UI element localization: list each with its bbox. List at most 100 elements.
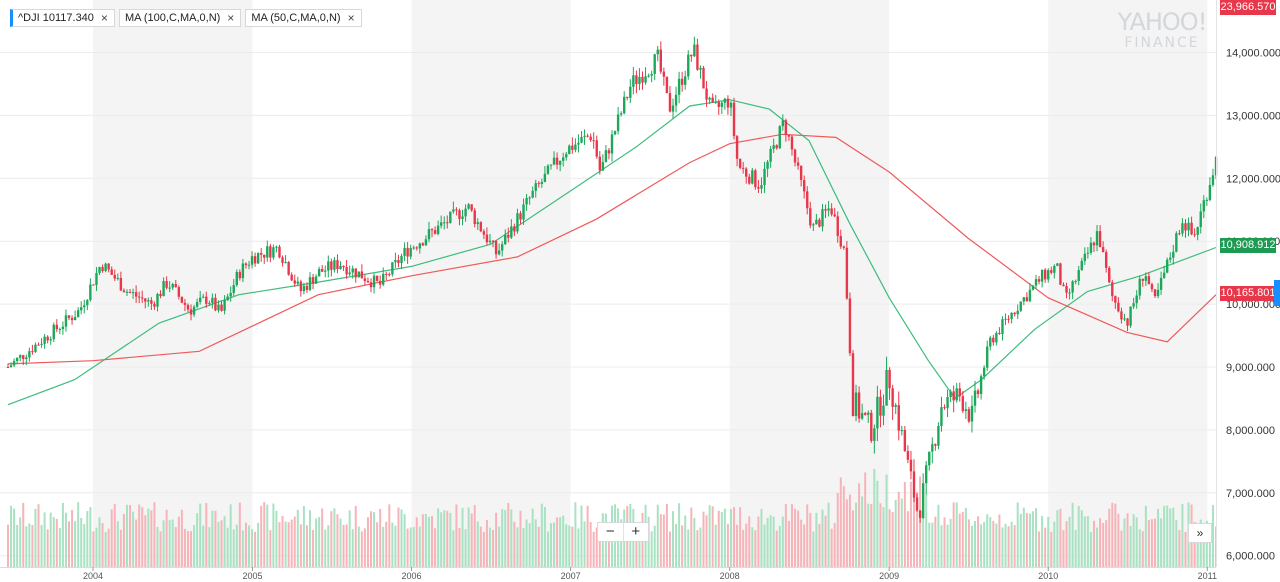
volume-bar	[296, 509, 299, 567]
candle-body	[391, 262, 394, 275]
volume-bar	[583, 521, 586, 567]
candle-body	[150, 300, 153, 304]
candle-body	[1156, 289, 1160, 297]
volume-bar	[46, 529, 49, 567]
y-tick-label: 8,000.000	[1226, 425, 1275, 437]
volume-bar	[769, 515, 772, 567]
volume-bar	[702, 511, 705, 567]
volume-bar	[302, 506, 305, 567]
volume-bar	[995, 523, 998, 567]
candle-body	[629, 86, 632, 98]
volume-bar	[40, 524, 43, 567]
volume-bar	[177, 516, 180, 567]
candle-body	[345, 267, 348, 275]
candle-body	[912, 471, 916, 498]
zoom-in-button[interactable]: +	[622, 523, 649, 541]
volume-bar	[1141, 531, 1144, 567]
volume-bar	[403, 514, 406, 567]
volume-bar	[1126, 513, 1129, 567]
candle-body	[388, 274, 391, 276]
candle-body	[931, 444, 934, 452]
volume-bar	[156, 526, 159, 567]
candle-body	[1025, 297, 1029, 302]
candle-body	[659, 49, 663, 72]
close-icon[interactable]: ×	[227, 11, 235, 25]
volume-bar	[1086, 516, 1089, 567]
candle-body	[1059, 263, 1062, 285]
volume-bar	[745, 523, 748, 567]
volume-bar	[1120, 530, 1123, 567]
candle-body	[409, 247, 412, 257]
candle-body	[308, 277, 312, 290]
candle-body	[638, 76, 641, 85]
candle-body	[37, 344, 40, 346]
volume-bar	[74, 521, 77, 567]
volume-bar	[952, 502, 955, 567]
candle-body	[860, 413, 864, 419]
volume-bar	[49, 512, 52, 567]
volume-bar	[790, 504, 793, 567]
volume-bar	[299, 524, 302, 567]
volume-bar	[974, 521, 977, 567]
candle-body	[488, 240, 492, 243]
volume-bar	[464, 529, 467, 567]
candle-body	[989, 337, 992, 347]
volume-bar	[455, 504, 458, 567]
volume-bar	[226, 527, 229, 567]
close-icon[interactable]: ×	[347, 11, 355, 25]
candle-body	[796, 162, 800, 166]
volume-bar	[431, 516, 434, 567]
volume-bar	[1132, 514, 1135, 567]
volume-bar	[1184, 531, 1187, 567]
symbol-chip[interactable]: ^DJI 10117.340 ×	[10, 9, 115, 27]
candle-body	[171, 284, 174, 288]
candle-body	[647, 75, 650, 77]
candle-body	[790, 136, 794, 150]
ma50-chip[interactable]: MA (50,C,MA,0,N) ×	[245, 9, 362, 27]
volume-bar	[10, 505, 13, 567]
candle-body	[217, 304, 220, 311]
volume-bar	[388, 504, 391, 567]
candle-body	[73, 317, 77, 321]
candle-body	[406, 247, 409, 257]
candle-body	[684, 76, 687, 85]
candle-body	[485, 234, 489, 243]
candle-body	[339, 265, 342, 270]
candle-body	[452, 209, 455, 212]
candle-body	[162, 281, 165, 297]
candle-body	[934, 444, 937, 446]
volume-bar	[208, 527, 211, 567]
volume-bar	[110, 509, 113, 567]
volume-bar	[354, 505, 357, 567]
ma100-chip[interactable]: MA (100,C,MA,0,N) ×	[118, 9, 242, 27]
candle-body	[202, 296, 205, 298]
candle-body	[482, 231, 486, 235]
candle-body	[342, 265, 345, 268]
candle-body	[888, 369, 891, 389]
volume-bar	[86, 511, 89, 567]
volume-bar	[867, 503, 870, 567]
close-icon[interactable]: ×	[100, 11, 108, 25]
zoom-out-button[interactable]: −	[605, 523, 615, 540]
candle-body	[1077, 270, 1080, 281]
volume-bar	[125, 504, 128, 567]
candle-body	[1205, 199, 1209, 201]
candle-body	[763, 168, 766, 186]
panel-edge-tab[interactable]	[1274, 280, 1280, 306]
candle-body	[275, 246, 278, 248]
candle-body	[131, 292, 135, 294]
volume-bar	[485, 519, 488, 567]
volume-bar	[238, 502, 241, 567]
candle-body	[760, 185, 763, 189]
candle-body	[561, 157, 565, 161]
volume-bar	[324, 529, 327, 567]
volume-bar	[678, 503, 681, 567]
candle-body	[458, 210, 461, 219]
candle-body	[141, 297, 144, 299]
volume-bar	[851, 510, 854, 567]
scroll-right-button[interactable]: »	[1188, 523, 1212, 543]
candle-body	[830, 208, 833, 215]
candle-body	[159, 293, 162, 297]
